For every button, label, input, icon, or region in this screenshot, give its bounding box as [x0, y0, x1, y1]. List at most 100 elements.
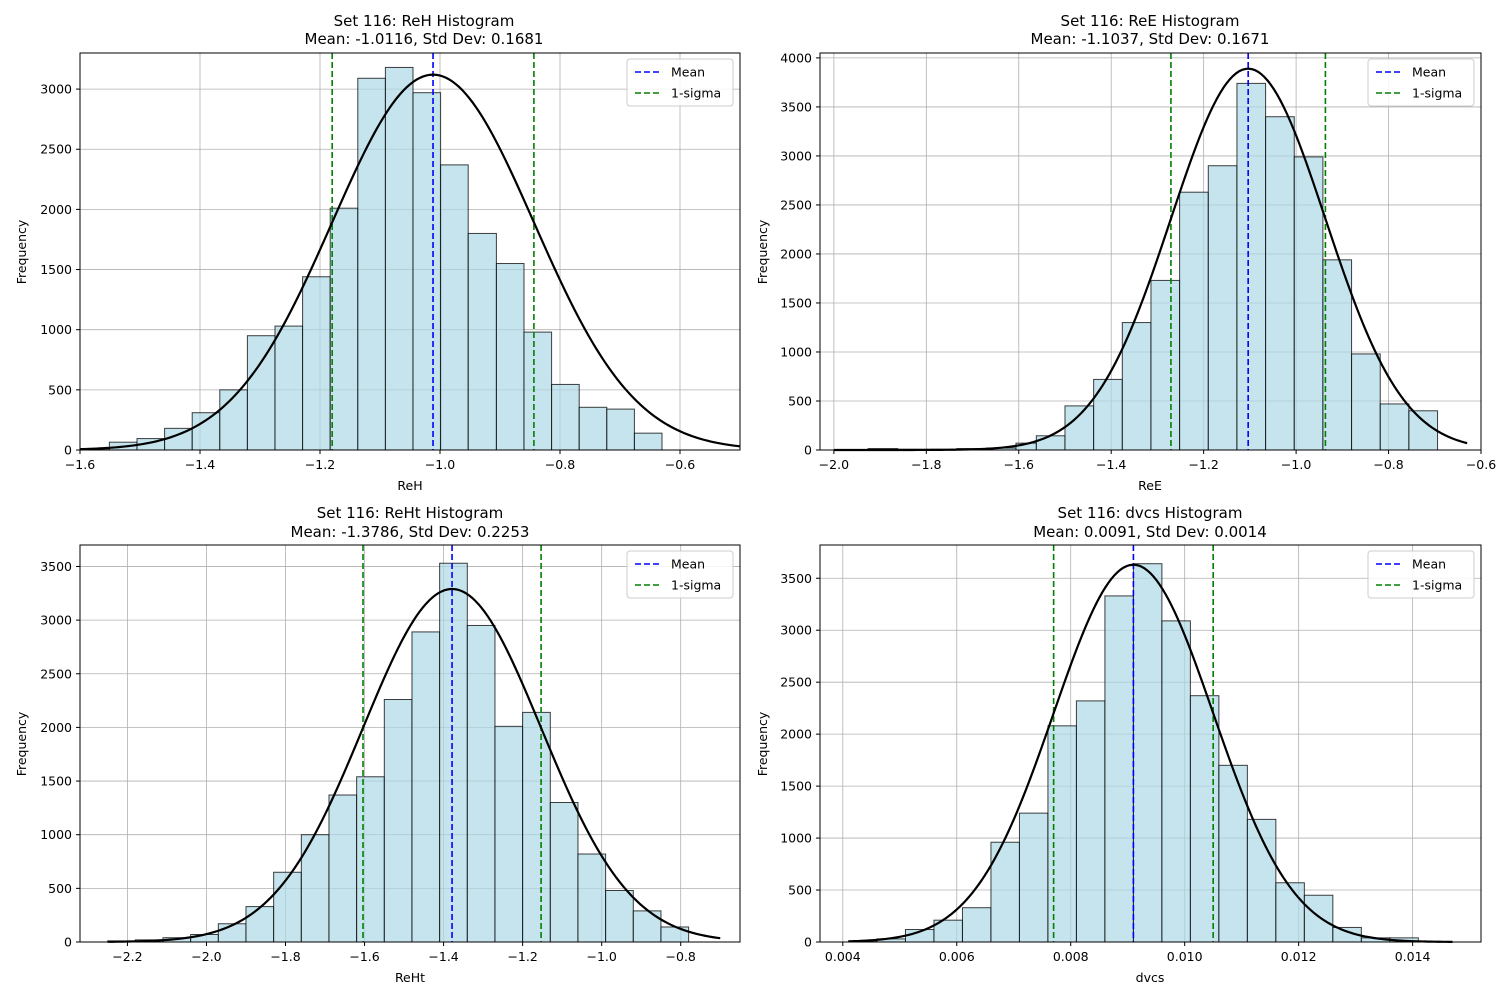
y-tick-label-0: 0: [64, 443, 72, 458]
chart-title: Set 116: ReE Histogram: [1061, 12, 1240, 30]
x-tick-label-1: −1.4: [185, 457, 215, 472]
histogram-bar-6: [273, 871, 302, 943]
legend: Mean 1-sigma: [1367, 550, 1475, 599]
histogram-bar-6: [246, 335, 276, 451]
x-tick-label-3: 0.010: [1167, 949, 1203, 964]
x-tick-label-0: −2.2: [112, 949, 142, 964]
x-tick-label-6: −0.8: [1373, 457, 1403, 472]
y-ticks: 0 500 1000 1500 2000 2500 3000: [40, 82, 80, 458]
gaussian-fit-curve: [848, 563, 1453, 943]
legend: Mean 1-sigma: [1367, 58, 1475, 107]
x-tick-label-0: 0.004: [825, 949, 861, 964]
gaussian-fit-curve: [107, 587, 721, 943]
histogram-bar-18: [605, 889, 634, 943]
y-tick-label-3: 1500: [780, 295, 812, 310]
histogram-bar-6: [1018, 812, 1049, 943]
axes-frame: [819, 52, 1482, 451]
histogram-bar-7: [274, 325, 304, 451]
y-tick-label-2: 1000: [40, 322, 72, 337]
histogram-bar-16: [1303, 894, 1334, 943]
x-ticks: −2.2 −2.0 −1.8 −1.6 −1.4 −1.2 −1.0 −0.8: [112, 942, 696, 964]
legend-mean-label: Mean: [1412, 65, 1446, 80]
histogram-bar-20: [1408, 410, 1439, 451]
histogram-bar-4: [191, 412, 221, 451]
chart-title: Set 116: dvcs Histogram: [1058, 504, 1243, 522]
y-tick-label-2: 1000: [40, 827, 72, 842]
x-tick-label-3: −1.0: [425, 457, 455, 472]
y-tick-label-0: 0: [64, 935, 72, 950]
histogram-bar-3: [164, 427, 193, 451]
dvcs-histogram-panel: Set 116: dvcs Histogram Mean: 0.0091, St…: [755, 504, 1482, 985]
y-tick-label-6: 3000: [780, 623, 812, 638]
x-tick-label-1: 0.006: [939, 949, 975, 964]
x-tick-label-4: −1.2: [1188, 457, 1218, 472]
legend-box: [626, 550, 734, 599]
histogram-bar-15: [1265, 116, 1295, 451]
legend-mean-label: Mean: [671, 557, 705, 572]
legend-sigma-label: 1-sigma: [1412, 578, 1462, 593]
histogram-bar-14: [494, 725, 524, 943]
histogram-bar-5: [245, 906, 275, 943]
y-tick-label-4: 2000: [780, 246, 812, 261]
y-tick-label-1: 500: [788, 393, 812, 408]
axes-frame: [79, 544, 741, 943]
y-tick-label-6: 3000: [40, 82, 72, 97]
x-tick-label-5: 0.014: [1395, 949, 1431, 964]
y-ticks: 0 500 1000 1500 2000 2500 3000 3500: [780, 571, 820, 950]
histogram-bar-11: [1161, 620, 1191, 943]
x-axis-label: ReE: [1138, 478, 1162, 493]
y-tick-label-8: 4000: [780, 50, 812, 65]
y-axis-label: Frequency: [14, 219, 29, 284]
histogram-bar-12: [1179, 191, 1209, 451]
x-tick-label-1: −1.8: [911, 457, 941, 472]
histogram-bar-5: [219, 389, 248, 451]
y-ticks: 0 500 1000 1500 2000 2500 3000 3500: [40, 559, 80, 950]
chart-subtitle: Mean: -1.0116, Std Dev: 0.1681: [305, 30, 544, 48]
histogram-bar-9: [356, 776, 385, 943]
histogram-bar-18: [578, 406, 608, 451]
y-tick-label-4: 2000: [40, 202, 72, 217]
x-tick-label-5: −1.2: [507, 949, 537, 964]
histogram-bar-10: [357, 77, 386, 451]
legend: Mean 1-sigma: [626, 58, 734, 107]
histogram-bars: [80, 66, 663, 451]
y-tick-label-6: 3000: [40, 613, 72, 628]
y-tick-label-4: 2000: [780, 727, 812, 742]
y-tick-label-4: 2000: [40, 720, 72, 735]
x-tick-label-3: −1.4: [1096, 457, 1126, 472]
x-tick-label-1: −2.0: [191, 949, 221, 964]
y-tick-label-0: 0: [804, 443, 812, 458]
histogram-bar-10: [1132, 563, 1163, 943]
legend-sigma-label: 1-sigma: [671, 578, 721, 593]
x-tick-label-2: −1.8: [270, 949, 300, 964]
legend-sigma-label: 1-sigma: [671, 86, 721, 101]
x-axis-label: ReH: [397, 478, 422, 493]
histogram-bar-17: [551, 383, 580, 451]
histogram-bar-4: [217, 923, 247, 943]
legend-sigma-label: 1-sigma: [1412, 86, 1462, 101]
y-tick-label-5: 2500: [40, 666, 72, 681]
x-ticks: 0.004 0.006 0.008 0.010 0.012 0.014: [825, 942, 1431, 964]
y-tick-label-2: 1000: [780, 831, 812, 846]
histogram-bars: [107, 562, 690, 943]
histogram-bar-8: [328, 794, 358, 943]
histogram-bar-17: [577, 853, 607, 943]
x-axis-label: ReHt: [395, 970, 425, 985]
x-tick-label-5: −1.0: [1281, 457, 1311, 472]
legend-box: [1367, 58, 1475, 107]
histogram-bar-15: [1275, 882, 1305, 943]
x-tick-label-7: −0.6: [1466, 457, 1496, 472]
histogram-bar-19: [606, 408, 635, 451]
histogram-bar-12: [439, 562, 468, 943]
y-tick-label-2: 1000: [780, 344, 812, 359]
x-tick-label-7: −0.8: [666, 949, 696, 964]
axes-frame: [819, 544, 1482, 943]
x-ticks: −1.6 −1.4 −1.2 −1.0 −0.8 −0.6: [65, 450, 695, 472]
reht-histogram-panel: Set 116: ReHt Histogram Mean: -1.3786, S…: [14, 504, 741, 985]
gaussian-fit-curve: [79, 73, 741, 451]
axes-frame: [79, 52, 741, 451]
chart-title: Set 116: ReHt Histogram: [317, 504, 504, 522]
y-tick-label-1: 500: [48, 881, 72, 896]
x-tick-label-2: −1.2: [305, 457, 335, 472]
histogram-bars: [837, 82, 1439, 451]
